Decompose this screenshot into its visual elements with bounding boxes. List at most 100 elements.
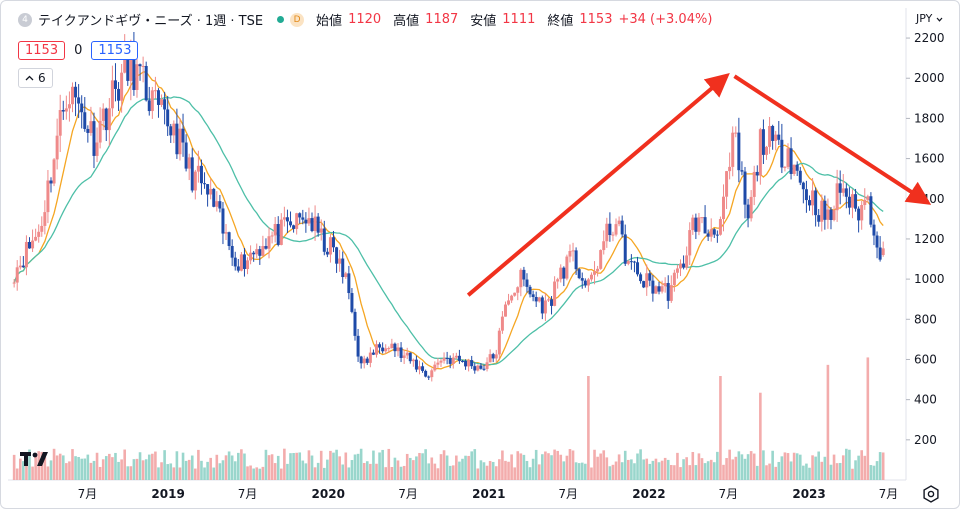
volume-bar <box>516 451 520 480</box>
gear-icon[interactable] <box>922 485 940 503</box>
volume-bar <box>221 460 225 480</box>
candle-body <box>74 86 78 98</box>
candle-body <box>396 347 400 352</box>
candle-body <box>531 294 535 297</box>
volume-bar <box>534 449 538 480</box>
volume-bar <box>356 453 360 480</box>
volume-bar <box>728 449 731 480</box>
candle-body <box>402 355 406 358</box>
candle-body <box>206 184 210 195</box>
candle-body <box>187 157 191 169</box>
candle-body <box>233 257 237 267</box>
session-badge[interactable]: D <box>290 12 305 27</box>
volume-bar <box>212 467 216 480</box>
volume-bar <box>743 458 747 480</box>
candle-body <box>414 359 418 370</box>
x-tick-label: 2020 <box>312 487 345 501</box>
candle-body <box>764 146 768 155</box>
volume-bar <box>805 463 808 480</box>
candle-body <box>503 304 507 317</box>
volume-bar <box>869 465 873 480</box>
candle-body <box>574 250 578 270</box>
candle-body <box>270 235 274 237</box>
volume-bar <box>273 463 277 480</box>
volume-bar <box>243 453 246 480</box>
volume-bar <box>608 466 612 480</box>
volume-bar <box>602 450 606 480</box>
volume-bar <box>673 465 676 480</box>
candle-body <box>614 224 618 235</box>
volume-bar <box>175 451 179 480</box>
volume-bar <box>384 467 388 480</box>
candle-body <box>46 180 50 213</box>
candle-body <box>43 212 47 226</box>
volume-bar <box>369 463 372 480</box>
candle-body <box>485 362 489 369</box>
candle-body <box>239 254 243 271</box>
volume-bar <box>476 468 480 480</box>
y-tick-label: 200 <box>914 433 937 447</box>
volume-bar <box>31 466 34 480</box>
collapse-indicators-button[interactable]: 6 <box>18 68 53 88</box>
candle-body <box>783 166 787 168</box>
volume-bar <box>230 455 234 480</box>
volume-bar <box>80 458 84 480</box>
volume-bar <box>372 450 375 480</box>
volume-bar <box>451 465 455 480</box>
candle-body <box>571 250 575 252</box>
tradingview-logo-icon[interactable] <box>20 451 50 467</box>
volume-bar <box>617 454 621 480</box>
candle-body <box>184 142 188 169</box>
volume-bar <box>504 460 507 480</box>
volume-bar <box>832 454 836 480</box>
candle-body <box>156 90 160 105</box>
volume-bar <box>427 463 431 480</box>
volume-bar <box>838 462 842 480</box>
chevron-down-icon <box>936 17 943 22</box>
volume-bar <box>878 452 882 480</box>
volume-bar <box>660 460 664 480</box>
candle-body <box>101 108 105 121</box>
candle-body <box>295 213 299 229</box>
separator-value: 0 <box>74 43 83 58</box>
volume-bar <box>577 463 581 480</box>
candle-body <box>371 352 375 355</box>
candle-body <box>390 343 394 349</box>
candle-body <box>209 188 213 195</box>
candle-body <box>199 165 203 184</box>
volume-bar <box>289 453 292 480</box>
candle-body <box>123 54 127 73</box>
volume-bar <box>510 454 513 480</box>
candle-body <box>546 299 550 301</box>
volume-bar <box>283 448 286 480</box>
close-value: 1153 <box>579 12 613 27</box>
candle-body <box>869 196 873 225</box>
candle-body <box>129 52 133 81</box>
volume-bar <box>421 453 424 480</box>
candle-body <box>40 225 44 232</box>
candle-body <box>80 103 84 113</box>
candle-body <box>872 224 876 236</box>
volume-bar <box>200 460 203 480</box>
candle-body <box>178 128 182 155</box>
volume-bar <box>491 461 495 480</box>
symbol-badge[interactable]: 4 <box>18 12 32 27</box>
candle-body <box>169 126 173 136</box>
currency-selector[interactable]: JPY <box>916 12 943 25</box>
volume-bar <box>584 463 587 480</box>
candle-body <box>743 171 747 205</box>
candle-body <box>113 80 117 89</box>
volume-bar <box>746 454 750 480</box>
market-status-dot <box>277 16 285 23</box>
candle-body <box>190 157 194 191</box>
volume-bar <box>531 458 535 480</box>
candle-body <box>356 335 360 357</box>
volume-bar <box>313 467 317 480</box>
candle-body <box>642 281 646 288</box>
candle-body <box>221 208 225 234</box>
candle-body <box>786 148 790 167</box>
volume-bar <box>565 455 569 480</box>
volume-bar <box>301 460 305 480</box>
candle-body <box>654 286 658 294</box>
